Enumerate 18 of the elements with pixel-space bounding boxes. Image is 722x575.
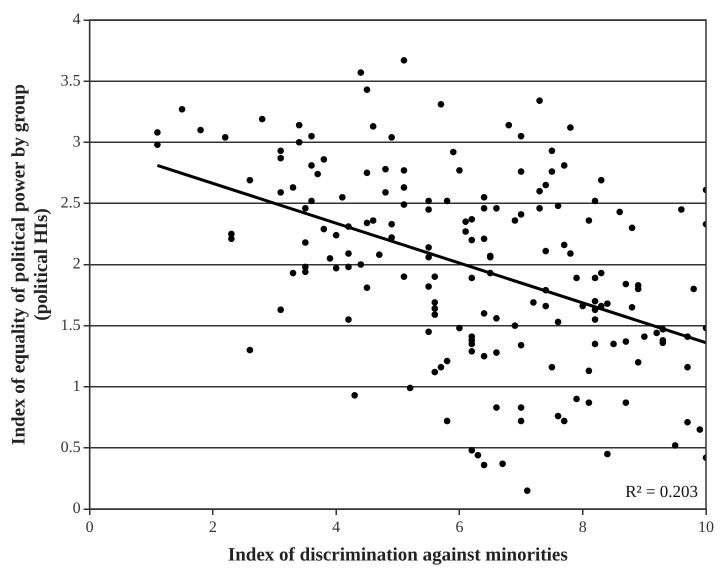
y-tick-label: 3.5 <box>60 72 81 90</box>
y-tick-label: 1 <box>72 378 81 395</box>
x-tick-label: 4 <box>332 518 340 536</box>
x-tick-label: 0 <box>86 518 94 536</box>
x-tick-label: 6 <box>455 518 464 536</box>
y-tick-label: 0 <box>72 500 81 518</box>
y-tick-label: 4 <box>72 11 81 28</box>
y-tick-label: 1.5 <box>60 316 81 334</box>
y-tick-label: 3 <box>72 133 81 150</box>
annotation: R² = 0.203 <box>625 482 698 501</box>
x-tick-label: 8 <box>578 518 587 536</box>
y-tick-label: 2 <box>72 256 81 273</box>
y-axis-title: Index of equality of political power by group (political HIs) <box>8 84 52 445</box>
x-tick-label: 2 <box>208 518 217 536</box>
y-tick-label: 2.5 <box>60 194 81 212</box>
x-axis-title: Index of discrimination against minorities <box>228 544 568 566</box>
x-tick-label: 10 <box>698 518 714 536</box>
y-tick-label: 0.5 <box>60 439 81 456</box>
